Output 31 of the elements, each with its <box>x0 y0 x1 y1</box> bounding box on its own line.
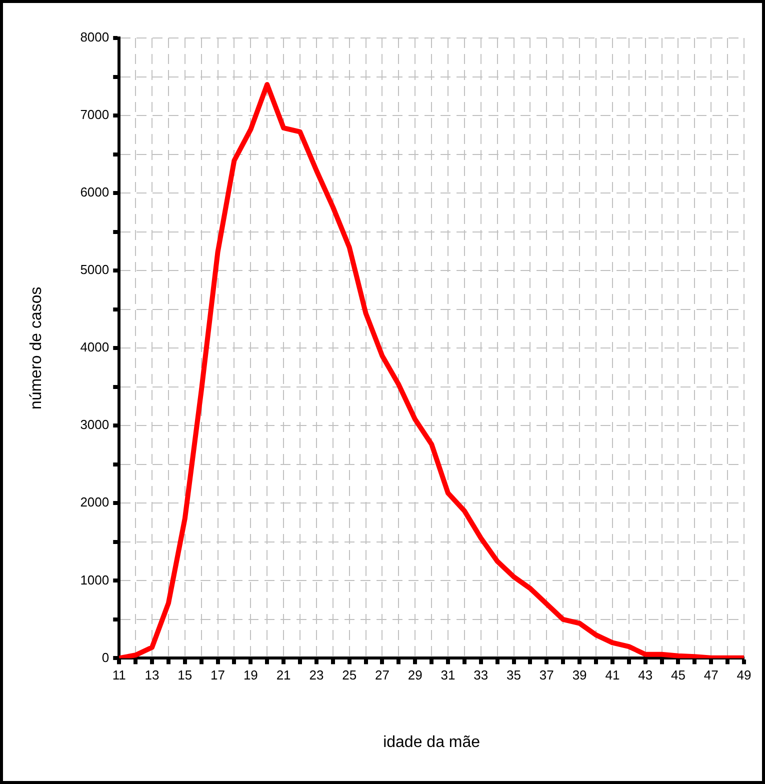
x-tick-label: 13 <box>144 668 160 683</box>
y-tick-label: 7000 <box>80 107 110 122</box>
y-axis-title: número de casos <box>28 286 46 410</box>
x-tick-label: 37 <box>539 668 554 683</box>
x-tick-label: 19 <box>243 668 258 683</box>
y-tick-label: 0 <box>102 650 110 665</box>
x-tick-label: 43 <box>638 668 653 683</box>
x-tick-label: 45 <box>670 668 686 683</box>
x-tick-label: 21 <box>276 668 291 683</box>
y-tick-label: 8000 <box>80 30 110 45</box>
x-axis-title: idade da mãe <box>383 734 480 751</box>
y-tick-label: 1000 <box>80 572 110 588</box>
x-tick-label: 33 <box>474 668 488 683</box>
x-tick-label: 39 <box>572 668 587 683</box>
x-tick-label: 25 <box>342 668 357 683</box>
x-tick-label: 47 <box>704 668 718 683</box>
x-tick-label: 17 <box>210 668 226 683</box>
x-tick-label: 11 <box>112 668 126 683</box>
x-tick-label: 41 <box>605 668 620 683</box>
x-tick-label: 31 <box>440 668 456 683</box>
x-tick-label: 35 <box>506 668 522 683</box>
y-tick-label: 4000 <box>80 340 110 355</box>
y-tick-label: 2000 <box>80 494 110 510</box>
x-tick-label: 29 <box>408 668 422 683</box>
x-tick-label: 27 <box>374 668 390 683</box>
y-tick-label: 5000 <box>80 262 110 278</box>
x-tick-label: 23 <box>309 668 324 683</box>
x-tick-label: 49 <box>736 668 752 683</box>
y-tick-label: 3000 <box>80 417 110 432</box>
y-tick-label: 6000 <box>80 184 110 200</box>
x-tick-label: 15 <box>178 668 192 683</box>
